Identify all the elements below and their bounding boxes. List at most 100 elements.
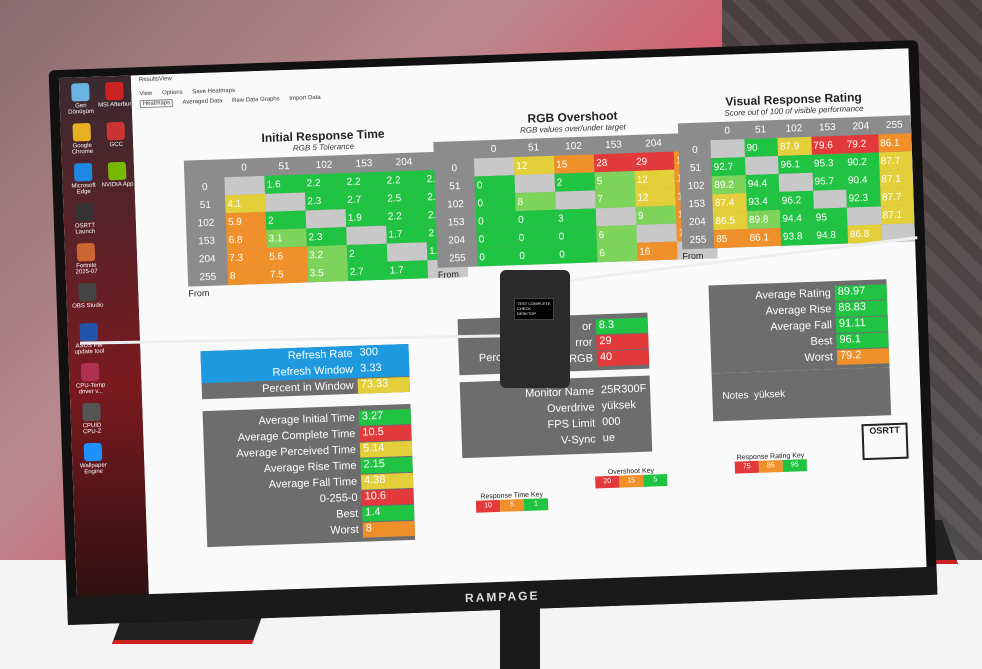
heatmap-col-header: 255 bbox=[885, 119, 903, 131]
heatmap-cell: 87.1 bbox=[879, 169, 914, 189]
heatmap-cell: 0 bbox=[477, 247, 518, 267]
heatmap-cell bbox=[555, 190, 596, 210]
desktop-icon-label: CPUID CPU-Z bbox=[82, 422, 102, 436]
heatmap-col-header: 51 bbox=[278, 160, 290, 172]
desktop-icon[interactable]: MSI Afterbur bbox=[97, 81, 132, 109]
heatmap-col-header: 102 bbox=[565, 140, 583, 152]
desktop-icon[interactable]: CPUID CPU-Z bbox=[74, 402, 109, 435]
desktop-icon[interactable]: GCC bbox=[98, 121, 133, 148]
stat-label: V-Sync bbox=[560, 433, 597, 447]
chrome-icon bbox=[72, 122, 92, 142]
heatmap-cell: 3.2 bbox=[306, 245, 348, 265]
heatmap-cell: 2.3 bbox=[304, 191, 346, 211]
desktop-icon[interactable]: Microsoft Edge bbox=[66, 162, 101, 196]
heatmap-axis-from: From bbox=[437, 269, 460, 280]
heatmap-row-header: 0 bbox=[691, 144, 698, 156]
heatmap-cell: 0 bbox=[515, 209, 557, 230]
heatmap-cell: 12 bbox=[634, 169, 676, 189]
nvidia-icon bbox=[107, 161, 127, 181]
desktop-icon[interactable]: Fortnite 2025-07 bbox=[69, 242, 104, 276]
import-data-button[interactable]: Import Data bbox=[289, 94, 321, 102]
heatmap-cell: 1.9 bbox=[345, 207, 387, 228]
desktop-icon[interactable]: CPU-Temp driver v... bbox=[73, 362, 108, 395]
heatmap-cell: 87.7 bbox=[878, 151, 913, 171]
response-key: Response Time Key 10 5 1 bbox=[475, 491, 549, 513]
stat-label: Worst bbox=[804, 351, 834, 365]
menu-save-heatmaps[interactable]: Save Heatmaps bbox=[192, 87, 236, 96]
heatmap-cell: 93.4 bbox=[746, 191, 781, 212]
heatmap-row-header: 204 bbox=[198, 253, 216, 265]
desktop-icon-label: Wallpaper Engine bbox=[79, 462, 107, 476]
cpuz-icon bbox=[82, 402, 101, 422]
desktop-icon-label: OSRTT Launch bbox=[74, 222, 96, 236]
desktop-icon-label: CPU-Temp driver v... bbox=[75, 382, 106, 396]
osrtt-test-device: TEST COMPLETE CHECK DESKTOP bbox=[500, 270, 570, 388]
stat-value: 40 bbox=[596, 349, 650, 366]
heatmap-cell: 12 bbox=[513, 155, 555, 176]
heatmap-cell: 85 bbox=[713, 229, 748, 249]
heatmap-cell: 7.5 bbox=[267, 264, 309, 284]
stat-label: Average Rating bbox=[755, 287, 832, 302]
stat-value: 91.11 bbox=[835, 315, 889, 333]
desktop-icon[interactable]: ASUS FW update tool bbox=[71, 322, 106, 356]
heatmap-cell: 0 bbox=[516, 227, 558, 248]
stat-value: yüksek bbox=[601, 398, 637, 412]
desktop-icon[interactable]: Google Chrome bbox=[64, 122, 99, 156]
heatmap-cell bbox=[514, 173, 556, 194]
stat-value: 29 bbox=[596, 333, 649, 350]
stat-value: 96.1 bbox=[836, 331, 889, 349]
heatmap-cell: 0 bbox=[475, 193, 516, 213]
stat-value: 2.15 bbox=[360, 456, 413, 474]
heatmap-cell: 95.7 bbox=[812, 171, 847, 191]
heatmap-col-header: 153 bbox=[818, 121, 836, 133]
heatmap-row-header: 102 bbox=[687, 180, 705, 192]
rating-key: Response Rating Key 75 85 95 bbox=[734, 452, 808, 474]
heatmap-col-header: 204 bbox=[395, 156, 413, 168]
key-cells: 75 85 95 bbox=[734, 459, 808, 474]
osrtt-logo: OSRTT bbox=[861, 422, 909, 461]
heatmap-cell: 93.8 bbox=[780, 226, 815, 246]
timing-panel: Average Initial Time 3.27 Average Complete… bbox=[202, 403, 416, 548]
heatmap-row-header: 51 bbox=[199, 199, 212, 211]
heatmap-axis-from: From bbox=[188, 287, 210, 299]
heatmap-cell: 0 bbox=[474, 175, 516, 195]
heatmap-col-header: 204 bbox=[852, 120, 870, 132]
heatmaps-button[interactable]: Heatmaps bbox=[139, 99, 174, 109]
heatmap-cell: 2.7 bbox=[347, 261, 389, 282]
heatmap-cell: 2.7 bbox=[344, 189, 386, 210]
menu-options[interactable]: Options bbox=[161, 89, 183, 97]
osrtt-icon bbox=[75, 202, 94, 222]
heatmap-cell: 0 bbox=[475, 211, 517, 231]
desktop-icon[interactable]: OBS Studio bbox=[70, 282, 105, 310]
desktop-icon[interactable]: Geri Dönüşüm bbox=[63, 82, 98, 116]
heatmap-cell: 87.4 bbox=[712, 193, 747, 213]
heatmap-row-header: 204 bbox=[448, 234, 466, 246]
heatmap-cell: 92.3 bbox=[846, 188, 881, 208]
menu-view[interactable]: View bbox=[139, 90, 153, 98]
heatmap-cell: 5.9 bbox=[225, 211, 267, 232]
heatmap-cell: 94.8 bbox=[814, 225, 849, 245]
heatmap-cell: 1.7 bbox=[386, 224, 427, 244]
heatmap-grid: 0 51 102 153 204 255 0 90 87.9 79.6 79.2 86.1 51 92.7… bbox=[677, 115, 916, 250]
heatmap-cell bbox=[346, 225, 387, 246]
heatmap-cell: 96.2 bbox=[779, 190, 814, 210]
heatmap-cell: 87.1 bbox=[880, 205, 915, 225]
heatmap-col-header: 153 bbox=[604, 138, 623, 151]
heatmap-col-header: 204 bbox=[644, 137, 663, 150]
stat-value: 89.97 bbox=[834, 283, 888, 301]
key-cell: 10 bbox=[475, 499, 501, 513]
desktop-icon[interactable]: NVIDIA App bbox=[100, 161, 135, 189]
raw-data-graphs-button[interactable]: Raw Data Graphs bbox=[231, 96, 280, 104]
heatmap: Visual Response Rating Score out of 100 o… bbox=[677, 88, 926, 261]
heatmap-cell: 86.5 bbox=[713, 211, 748, 231]
refresh-panel: Refresh Rate 300 Refresh Window 3.33 Percent… bbox=[200, 343, 411, 400]
heatmap-cell: 1.7 bbox=[387, 260, 429, 280]
key-cell: 85 bbox=[758, 459, 784, 473]
mode-select[interactable]: Averaged Data bbox=[182, 98, 223, 106]
desktop-icon-label: Fortnite 2025-07 bbox=[75, 262, 98, 276]
desktop-icon[interactable]: Wallpaper Engine bbox=[76, 442, 111, 475]
desktop-icon[interactable]: OSRTT Launch bbox=[67, 202, 102, 236]
rating-stats-panel: Average Rating 89.97 Average Rise 88.83 Aver… bbox=[708, 279, 890, 374]
notes-value: yüksek bbox=[753, 388, 786, 401]
heatmap-cell: 86.1 bbox=[877, 133, 912, 153]
